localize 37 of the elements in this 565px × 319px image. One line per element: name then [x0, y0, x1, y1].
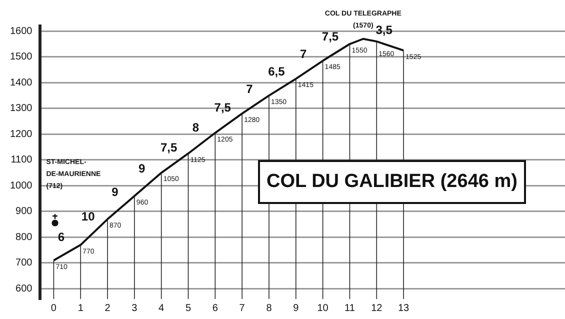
- annotation: 7: [300, 47, 308, 62]
- x-tick-label: 4: [158, 302, 165, 314]
- y-tick-label: 1100: [10, 154, 33, 166]
- annotation: 6: [58, 230, 65, 244]
- x-tick-label: 7: [239, 302, 246, 314]
- annotation: 9: [138, 162, 146, 176]
- y-tick-label: 1200: [10, 128, 33, 140]
- y-tick-label: 1000: [10, 180, 33, 192]
- y-tick-label: 1500: [10, 52, 33, 63]
- y-tick-label: 800: [16, 232, 33, 243]
- y-tick-label: 1400: [10, 77, 33, 88]
- x-tick-label: 6: [212, 302, 218, 314]
- annotation: 8: [192, 120, 200, 134]
- y-tick-label: 700: [16, 258, 33, 269]
- text: COL DU GALIBIER (2646 m): [258, 160, 526, 204]
- annotation: 7,5: [160, 140, 178, 154]
- annotation: 7,5: [214, 100, 232, 114]
- y-tick-label: 600: [16, 283, 33, 294]
- y-tick-label: 1600: [10, 26, 33, 37]
- x-tick-label: 2: [104, 302, 111, 314]
- x-tick-label: 1: [78, 302, 84, 314]
- annotation: 10: [81, 209, 96, 224]
- x-tick-label: 8: [266, 302, 272, 314]
- y-tick-label: 900: [16, 206, 33, 218]
- x-tick-label: 11: [344, 302, 356, 314]
- x-tick-label: 12: [371, 302, 383, 314]
- x-tick-label: 10: [317, 302, 329, 314]
- x-tick-label: 13: [398, 302, 410, 314]
- annotation: 7: [246, 82, 254, 96]
- x-tick-label: 9: [293, 302, 300, 314]
- annotation: 6,5: [268, 64, 286, 78]
- y-tick-label: 1300: [10, 103, 33, 114]
- x-tick-label: 0: [50, 302, 57, 314]
- annotation: 7,5: [322, 30, 339, 44]
- x-tick-label: 3: [132, 302, 138, 314]
- annotation: 9: [112, 184, 119, 199]
- x-tick-label: 5: [185, 302, 192, 314]
